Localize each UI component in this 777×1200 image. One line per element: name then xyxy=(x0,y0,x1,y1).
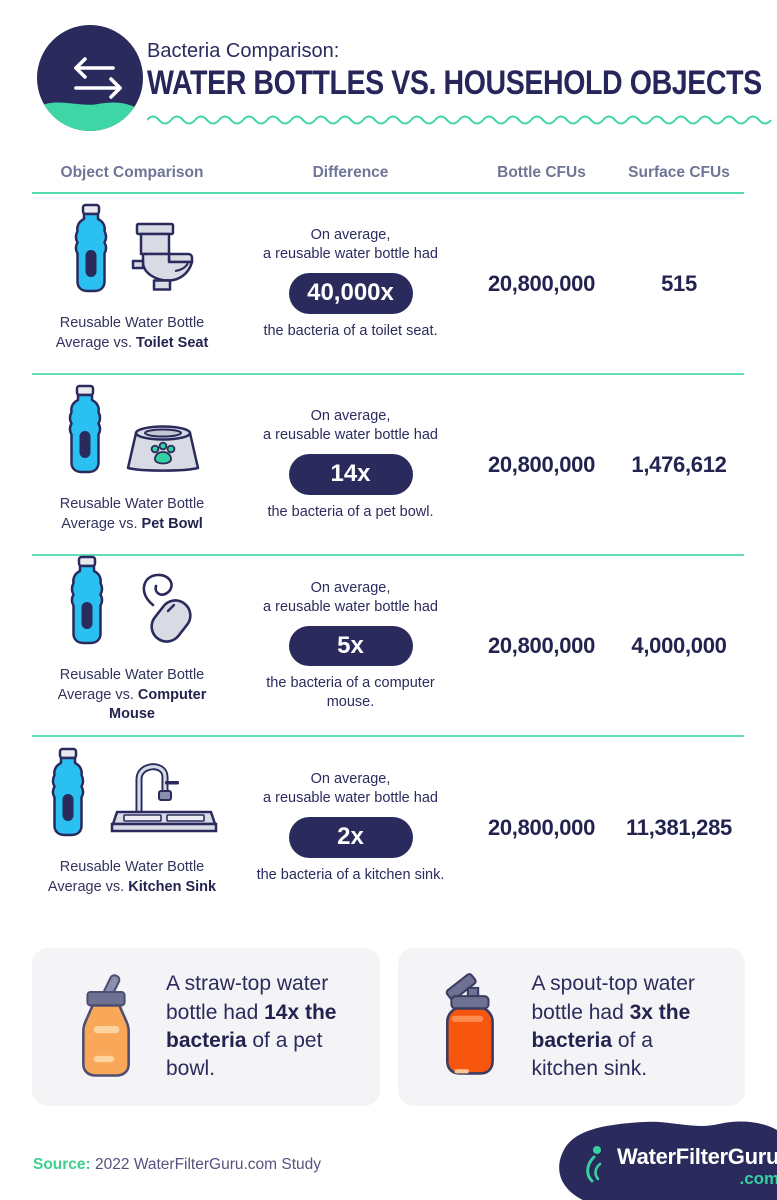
difference-outro: the bacteria of a pet bowl. xyxy=(267,503,434,520)
bottle-cfus-value: 20,800,000 xyxy=(487,270,596,296)
multiplier-badge: 2x xyxy=(288,817,413,858)
bottle-cfus-value: 20,800,000 xyxy=(487,814,596,840)
kitchen-sink-icon xyxy=(107,755,219,844)
water-bottle-icon xyxy=(45,747,91,844)
compare-arrows-icon xyxy=(36,24,144,132)
brand-logo: WaterFilterGuru .com xyxy=(527,1118,777,1200)
difference-intro-line2: a reusable water bottle had xyxy=(263,246,438,263)
source-label: Source: xyxy=(33,1156,91,1173)
water-bottle-icon xyxy=(68,203,114,300)
water-bottle-icon xyxy=(64,555,110,652)
difference-intro-line1: On average, xyxy=(310,227,391,244)
source-text: 2022 WaterFilterGuru.com Study xyxy=(90,1156,322,1173)
comparison-table: Object Comparison Difference Bottle CFUs… xyxy=(32,152,744,918)
difference-intro-line2: a reusable water bottle had xyxy=(263,790,438,807)
difference-intro-line1: On average, xyxy=(310,771,391,788)
computer-mouse-icon xyxy=(126,571,200,652)
wavy-divider xyxy=(146,112,773,126)
difference-cell: On average, a reusable water bottle had … xyxy=(232,226,469,340)
difference-cell: On average, a reusable water bottle had … xyxy=(232,407,469,521)
difference-intro-line2: a reusable water bottle had xyxy=(263,427,438,444)
water-bottle-icon xyxy=(62,384,108,481)
difference-outro: the bacteria of a toilet seat. xyxy=(263,322,438,339)
source-note: Source: 2022 WaterFilterGuru.com Study xyxy=(33,1156,321,1174)
toilet-icon xyxy=(130,221,196,300)
multiplier-badge: 14x xyxy=(288,454,413,495)
column-header-object-comparison: Object Comparison xyxy=(60,164,204,181)
header: Bacteria Comparison: WATER BOTTLES VS. H… xyxy=(0,0,777,152)
difference-cell: On average, a reusable water bottle had … xyxy=(232,579,469,712)
object-comparison-label: Reusable Water Bottle Average vs. Kitche… xyxy=(47,858,217,895)
column-header-surface-cfus: Surface CFUs xyxy=(628,164,730,181)
object-comparison-label: Reusable Water Bottle Average vs. Comput… xyxy=(57,667,207,723)
surface-cfus-value: 4,000,000 xyxy=(631,632,727,658)
difference-outro: the bacteria of a kitchen sink. xyxy=(256,866,445,883)
callout-text: A straw-top water bottle had 14x the bac… xyxy=(166,972,337,1081)
table-row: Reusable Water Bottle Average vs. Pet Bo… xyxy=(32,375,744,556)
multiplier-badge: 5x xyxy=(288,625,413,667)
surface-cfus-value: 11,381,285 xyxy=(626,814,732,840)
surface-cfus-value: 1,476,612 xyxy=(631,451,727,477)
surface-cfus-value: 515 xyxy=(661,270,697,296)
header-eyebrow: Bacteria Comparison: xyxy=(147,40,340,62)
difference-cell: On average, a reusable water bottle had … xyxy=(232,770,469,884)
difference-outro: the bacteria of a computer mouse. xyxy=(266,675,435,711)
difference-intro-line1: On average, xyxy=(310,579,391,596)
page-title: WATER BOTTLES VS. HOUSEHOLD OBJECTS xyxy=(147,64,762,102)
bottle-cfus-value: 20,800,000 xyxy=(487,632,596,658)
column-header-difference: Difference xyxy=(312,164,389,181)
water-drop-icon xyxy=(585,1144,611,1191)
table-header: Object Comparison Difference Bottle CFUs… xyxy=(32,152,744,194)
brand-name: WaterFilterGuru xyxy=(617,1144,777,1169)
straw-top-bottle-icon xyxy=(72,973,140,1082)
object-comparison-label: Reusable Water Bottle Average vs. Toilet… xyxy=(55,314,209,351)
table-row: Reusable Water Bottle Average vs. Toilet… xyxy=(32,194,744,375)
spout-top-callout-card: A spout-top water bottle had 3x the bact… xyxy=(397,948,745,1106)
table-row: Reusable Water Bottle Average vs. Comput… xyxy=(32,555,744,737)
straw-top-callout-card: A straw-top water bottle had 14x the bac… xyxy=(32,948,380,1106)
table-row: Reusable Water Bottle Average vs. Kitche… xyxy=(32,737,744,918)
brand-domain-suffix: .com xyxy=(739,1169,777,1188)
object-comparison-label: Reusable Water Bottle Average vs. Pet Bo… xyxy=(59,495,205,532)
multiplier-badge: 40,000x xyxy=(288,273,413,314)
spout-top-bottle-icon xyxy=(438,972,506,1082)
brand-blob-shape xyxy=(559,1121,777,1200)
footer: Source: 2022 WaterFilterGuru.com Study W… xyxy=(0,1106,777,1200)
pet-bowl-icon xyxy=(124,424,202,481)
difference-intro-line1: On average, xyxy=(310,408,391,425)
bottle-cfus-value: 20,800,000 xyxy=(487,451,596,477)
column-header-bottle-cfus: Bottle CFUs xyxy=(497,164,586,181)
difference-intro-line2: a reusable water bottle had xyxy=(263,598,438,615)
callout-cards: A straw-top water bottle had 14x the bac… xyxy=(32,948,745,1106)
callout-text: A spout-top water bottle had 3x the bact… xyxy=(531,972,695,1081)
